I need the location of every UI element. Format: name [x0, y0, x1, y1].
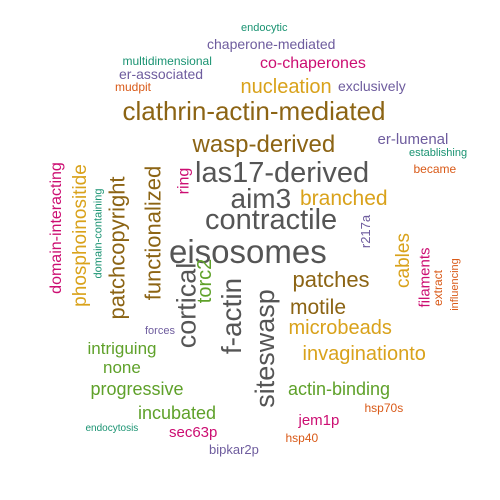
word-16: cables — [392, 232, 414, 288]
word-35: r217a — [357, 214, 373, 248]
word-8: wasp-derived — [192, 131, 336, 158]
word-33: exclusively — [338, 78, 406, 94]
word-23: actin-binding — [288, 379, 391, 399]
word-11: patches — [292, 267, 370, 292]
word-18: invaginationto — [302, 343, 426, 365]
word-7: clathrin-actin-mediated — [122, 96, 386, 126]
word-30: sec63p — [169, 423, 218, 441]
word-47: hsp70s — [364, 401, 404, 415]
word-31: chaperone-mediated — [207, 36, 336, 52]
word-1: contractile — [205, 203, 338, 236]
word-20: intriguing — [87, 338, 157, 358]
word-48: hsp40 — [285, 431, 319, 445]
word-5: f-actin — [216, 277, 248, 355]
word-13: phosphoinositide — [69, 163, 91, 307]
word-6: siteswasp — [249, 288, 280, 408]
word-26: domain-interacting — [47, 162, 65, 294]
word-38: endocytic — [241, 21, 288, 34]
word-36: bipkar2p — [209, 441, 259, 457]
word-37: forces — [145, 324, 175, 337]
word-9: patchcopyright — [104, 176, 130, 320]
word-3: aim3 — [230, 183, 292, 214]
word-25: co-chaperones — [260, 55, 366, 72]
word-39: multidimensional — [122, 54, 212, 68]
word-27: ring — [174, 167, 192, 195]
word-45: extract — [431, 269, 446, 307]
word-41: domain-containing — [92, 188, 105, 278]
word-43: mudpit — [115, 80, 152, 94]
word-17: microbeads — [288, 317, 392, 339]
word-19: torc2 — [194, 258, 217, 304]
word-14: nucleation — [240, 76, 332, 98]
word-44: became — [413, 162, 457, 176]
word-24: incubated — [138, 403, 217, 423]
word-0: eisosomes — [169, 232, 327, 270]
word-40: establishing — [409, 146, 468, 159]
word-12: motile — [290, 295, 347, 319]
word-29: jem1p — [298, 411, 340, 429]
word-2: las17-derived — [195, 156, 370, 189]
word-22: progressive — [90, 379, 184, 399]
word-10: functionalized — [139, 165, 165, 301]
word-21: none — [103, 357, 141, 377]
word-34: er-lumenal — [377, 130, 449, 148]
word-15: branched — [300, 186, 388, 210]
word-46: influencing — [448, 257, 461, 311]
word-42: endocytosis — [85, 423, 139, 434]
word-32: er-associated — [119, 66, 204, 82]
